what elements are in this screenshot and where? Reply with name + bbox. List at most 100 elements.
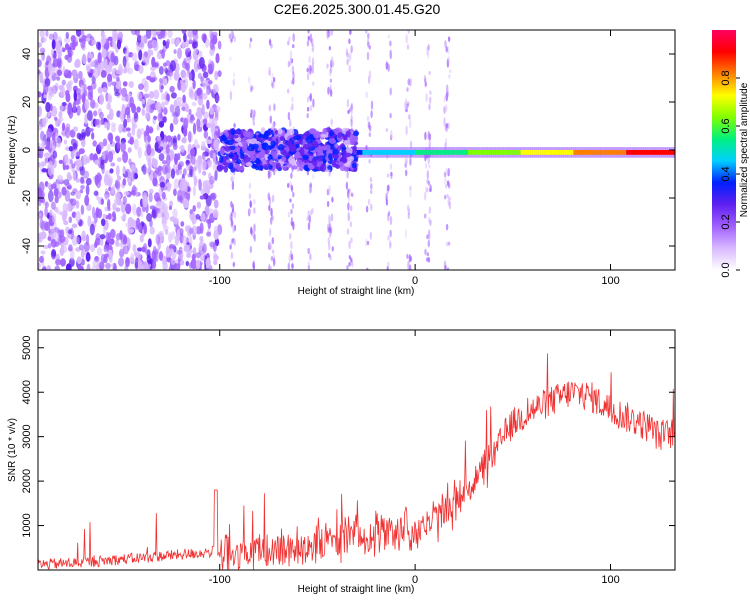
spectrogram-cell <box>426 150 429 155</box>
spectrogram-cell <box>110 52 115 63</box>
spectrogram-cell <box>622 150 625 155</box>
spectrogram-cell <box>516 150 519 155</box>
spectrogram-cell <box>426 257 429 262</box>
spectrogram-cell <box>202 79 207 90</box>
spectrogram-y-tick-label: -40 <box>21 238 33 254</box>
colorbar-tick-label: 0.4 <box>720 166 732 181</box>
spectrogram-cell <box>173 153 179 165</box>
spectrogram-cell <box>271 72 274 80</box>
spectrogram-cell <box>518 150 521 155</box>
spectrogram-cell <box>233 238 236 246</box>
spectrogram-cell <box>72 171 77 182</box>
spectrogram-cell <box>139 211 144 218</box>
spectrogram-cell <box>328 214 331 225</box>
spectrogram-cell <box>483 150 486 155</box>
spectrogram-cell <box>407 212 410 220</box>
spectrogram-cell <box>148 90 155 99</box>
spectrogram-cell <box>671 150 674 155</box>
spectrogram-cell <box>130 30 137 36</box>
spectrogram-cell <box>280 156 287 162</box>
spectrogram-cell <box>65 263 72 270</box>
spectrogram-cell <box>64 189 71 202</box>
spectrogram-cell <box>56 69 63 77</box>
snr-y-tick-label: 1000 <box>21 513 33 537</box>
spectrogram-cell <box>549 150 553 155</box>
spectrogram-cell <box>327 252 331 258</box>
spectrogram-cell <box>119 230 123 241</box>
spectrogram-cell <box>141 98 146 105</box>
spectrogram-cell <box>369 124 372 132</box>
spectrogram-cell <box>160 92 165 101</box>
spectrogram-cell <box>250 87 253 93</box>
spectrogram-cell <box>107 73 113 83</box>
spectrogram-cell <box>213 130 219 139</box>
spectrogram-cell <box>94 174 100 186</box>
snr-x-tick-label: 100 <box>601 574 619 586</box>
spectrogram-cell <box>205 257 211 269</box>
spectrogram-cell <box>42 244 49 249</box>
spectrogram-cell <box>67 184 73 190</box>
spectrogram-cell <box>143 93 150 99</box>
spectrogram-cell <box>44 152 51 159</box>
spectrogram-cell <box>175 37 180 46</box>
spectrogram-cell <box>458 150 461 155</box>
spectrogram-cell <box>277 128 283 135</box>
spectrogram-cell <box>100 198 105 205</box>
spectrogram-cell <box>232 78 235 87</box>
spectrogram-cell <box>111 38 117 50</box>
spectrogram-cell <box>291 263 294 269</box>
spectrogram-cell <box>173 188 177 197</box>
spectrogram-cell <box>612 150 615 155</box>
spectrogram-cell <box>307 209 310 219</box>
spectrogram-cell <box>499 150 502 155</box>
spectrogram-cell <box>559 150 562 155</box>
spectrogram-cell <box>445 183 448 189</box>
spectrogram-cell <box>85 251 91 262</box>
spectrogram-cell <box>143 80 149 93</box>
spectrogram-cell <box>307 30 310 34</box>
spectrogram-cell <box>111 81 117 86</box>
spectrogram-cell <box>207 67 214 74</box>
spectrogram-cell <box>327 86 330 95</box>
spectrogram-cell <box>214 70 219 81</box>
spectrogram-cell <box>117 31 123 39</box>
spectrogram-cell <box>197 87 204 100</box>
spectrogram-cell <box>307 264 311 270</box>
spectrogram-cell <box>98 141 104 150</box>
spectrogram-cell <box>151 56 156 68</box>
spectrogram-cell <box>405 97 408 108</box>
spectrogram-cell <box>201 33 207 42</box>
spectrogram-cell <box>419 150 422 155</box>
spectrogram-cell <box>497 150 500 155</box>
snr-x-tick-label: -100 <box>209 574 231 586</box>
spectrogram-cell <box>408 264 412 270</box>
spectrogram-cell <box>475 150 478 155</box>
spectrogram-cell <box>170 257 176 265</box>
spectrogram-cell <box>134 257 139 269</box>
spectrogram-cell <box>312 98 315 108</box>
spectrogram-cell <box>667 150 670 155</box>
spectrogram-cell <box>228 153 234 158</box>
spectrogram-cell <box>309 64 312 71</box>
snr-y-ticks: 1000 2000 3000 4000 5000 <box>21 336 675 538</box>
spectrogram-cell <box>122 245 129 255</box>
spectrogram-cell <box>68 216 73 224</box>
spectrogram-cell <box>129 136 135 145</box>
spectrogram-cell <box>38 91 41 98</box>
spectrogram-cell <box>185 159 191 165</box>
spectrogram-cell <box>68 80 74 86</box>
spectrogram-cell <box>385 61 388 70</box>
spectrogram-cell <box>583 150 586 155</box>
spectrogram-cell <box>427 180 431 186</box>
spectrogram-cell <box>309 253 312 261</box>
spectrogram-cell <box>64 36 70 44</box>
spectrogram-cell <box>330 56 334 66</box>
spectrogram-cell <box>269 115 272 124</box>
spectrogram-cell <box>102 151 106 161</box>
spectrogram-cell <box>124 168 131 179</box>
spectrogram-cell <box>82 53 87 65</box>
spectrogram-cell <box>57 118 62 124</box>
spectrogram-cell <box>428 233 431 242</box>
spectrogram-cell <box>250 85 253 91</box>
spectrogram-cell <box>230 240 233 246</box>
